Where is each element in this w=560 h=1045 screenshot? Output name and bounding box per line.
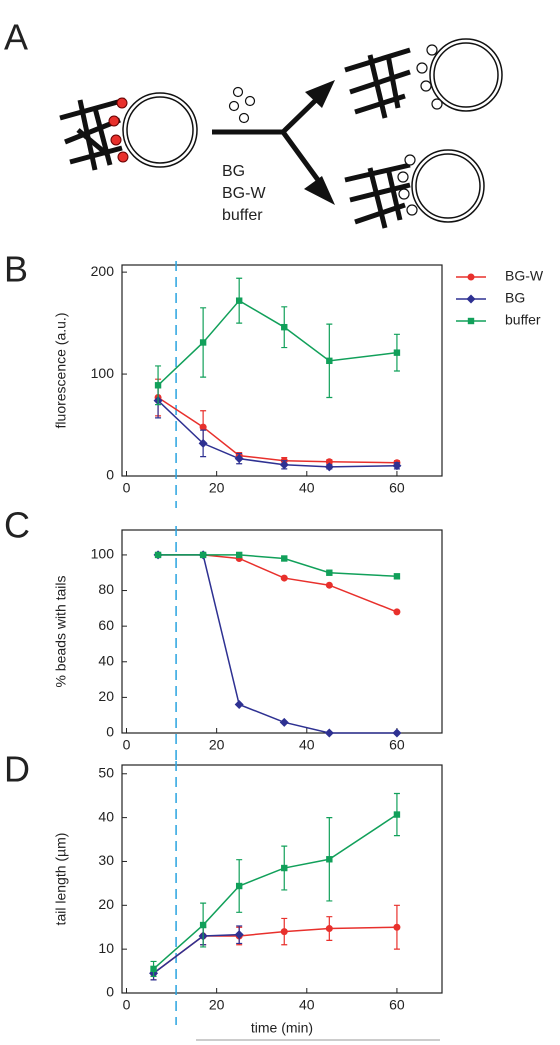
x-axis-label: time (min): [251, 1020, 313, 1036]
x-tick-label: 40: [299, 737, 315, 753]
y-tick-label: 80: [98, 581, 114, 597]
panel-label: D: [4, 749, 30, 790]
marker: [235, 882, 243, 890]
x-tick-label: 40: [299, 480, 315, 496]
x-tick-label: 0: [123, 480, 131, 496]
legend-label: BG-W: [505, 268, 544, 284]
series-line: [158, 554, 398, 613]
x-tick-label: 60: [389, 480, 405, 496]
y-tick-label: 0: [106, 467, 114, 483]
marker: [199, 423, 207, 431]
marker: [467, 273, 475, 281]
plot-frame: [121, 764, 443, 994]
marker: [234, 454, 244, 464]
marker: [467, 317, 475, 325]
marker: [393, 573, 401, 580]
legend-label: BG: [505, 290, 525, 306]
marker: [199, 551, 207, 559]
panel-label: C: [4, 505, 30, 546]
panel-label: A: [4, 17, 28, 58]
series-line: [158, 554, 397, 578]
marker: [466, 294, 476, 304]
x-tick-label: 20: [209, 480, 225, 496]
series-line: [153, 926, 397, 974]
marker: [324, 462, 334, 472]
x-tick-label: 20: [209, 737, 225, 753]
marker: [392, 461, 402, 471]
series-line: [157, 299, 398, 386]
y-tick-label: 0: [106, 724, 114, 740]
series-line: [153, 933, 240, 974]
x-tick-label: 60: [389, 997, 405, 1013]
marker: [150, 965, 157, 973]
diagram-label: BG-W: [222, 185, 266, 202]
panel-label: B: [4, 249, 28, 290]
y-tick-label: 10: [98, 940, 114, 956]
y-axis-label: tail length (µm): [53, 833, 69, 926]
actin-left: [59, 97, 126, 171]
y-tick-label: 100: [91, 546, 115, 562]
y-tick-label: 40: [98, 808, 114, 824]
y-tick-label: 60: [98, 617, 114, 633]
diagram: [59, 38, 503, 229]
marker: [199, 921, 207, 929]
legend-label: buffer: [505, 312, 541, 328]
y-axis-label: % beads with tails: [53, 575, 69, 687]
x-tick-label: 20: [209, 997, 225, 1013]
y-tick-label: 50: [98, 764, 114, 780]
marker: [281, 323, 288, 331]
series-line: [153, 813, 398, 970]
marker: [280, 574, 288, 582]
y-tick-label: 0: [106, 984, 114, 1000]
y-tick-label: 100: [91, 365, 115, 381]
series-line: [157, 396, 397, 464]
series-line: [158, 554, 397, 734]
marker: [393, 923, 401, 931]
y-tick-label: 40: [98, 652, 114, 668]
marker: [279, 460, 289, 470]
x-tick-label: 40: [299, 997, 315, 1013]
marker: [281, 864, 288, 872]
marker: [393, 608, 401, 616]
marker: [325, 458, 333, 466]
marker: [326, 357, 333, 365]
marker: [235, 551, 243, 559]
marker: [393, 349, 401, 356]
marker: [324, 728, 334, 738]
diagram-label: buffer: [222, 207, 263, 224]
x-tick-label: 0: [123, 737, 131, 753]
marker: [234, 930, 244, 940]
marker: [325, 581, 333, 589]
series-line: [157, 400, 397, 468]
y-tick-label: 20: [98, 896, 114, 912]
marker: [154, 382, 162, 389]
marker: [280, 928, 288, 936]
plot-frame: [121, 264, 443, 477]
plot-frame: [121, 529, 443, 734]
y-tick-label: 30: [98, 852, 114, 868]
marker: [326, 569, 333, 576]
x-tick-label: 60: [389, 737, 405, 753]
marker: [326, 856, 333, 863]
marker: [199, 339, 207, 346]
y-tick-label: 20: [98, 688, 114, 704]
y-axis-label: fluorescence (a.u.): [53, 313, 69, 429]
marker: [281, 555, 288, 562]
marker: [235, 297, 243, 304]
marker: [279, 717, 289, 727]
marker: [198, 438, 208, 448]
y-tick-label: 200: [91, 263, 115, 279]
marker: [393, 811, 401, 818]
marker: [325, 925, 333, 933]
marker: [234, 700, 244, 710]
marker: [392, 728, 402, 738]
x-tick-label: 0: [123, 997, 131, 1013]
diagram-label: BG: [222, 163, 245, 180]
marker: [154, 551, 162, 559]
